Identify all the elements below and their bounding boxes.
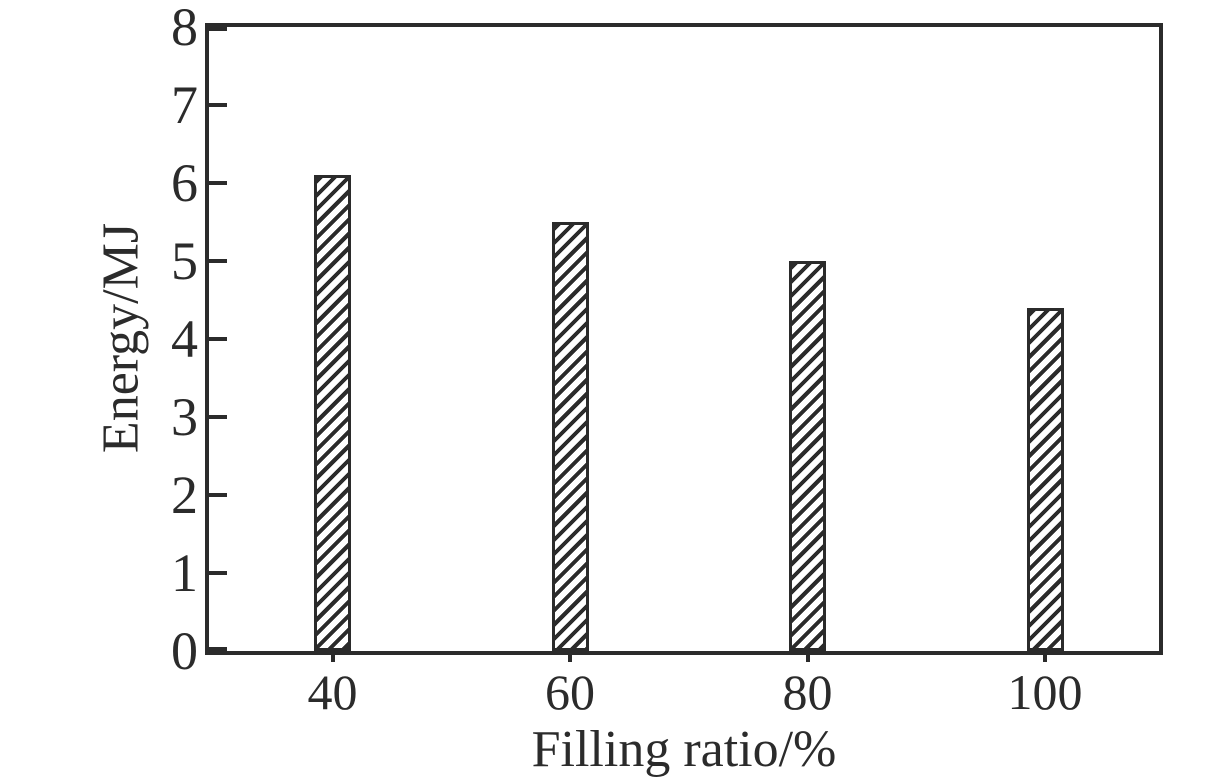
y-tick-label: 7 bbox=[171, 75, 198, 135]
y-tick bbox=[209, 27, 227, 31]
y-tick bbox=[209, 337, 227, 341]
bar bbox=[551, 222, 589, 651]
bar bbox=[789, 261, 826, 651]
y-tick bbox=[209, 259, 227, 263]
x-tick bbox=[1043, 655, 1047, 662]
x-tick-label: 80 bbox=[782, 664, 833, 720]
y-tick-label: 0 bbox=[171, 621, 198, 681]
y-tick bbox=[209, 415, 227, 419]
y-tick bbox=[209, 103, 227, 107]
y-tick-label: 1 bbox=[171, 543, 198, 603]
x-tick-label: 100 bbox=[1007, 664, 1083, 720]
y-tick-label: 4 bbox=[171, 309, 198, 369]
y-tick-label: 6 bbox=[171, 153, 198, 213]
y-tick bbox=[209, 571, 227, 575]
bar bbox=[1026, 307, 1064, 651]
y-tick bbox=[209, 647, 227, 651]
bar bbox=[314, 175, 351, 651]
x-axis-title: Filling ratio/% bbox=[531, 721, 837, 778]
x-tick bbox=[330, 655, 335, 662]
y-tick-label: 5 bbox=[171, 231, 198, 291]
y-tick bbox=[209, 181, 227, 185]
x-tick bbox=[568, 655, 572, 662]
y-tick-label: 8 bbox=[171, 0, 198, 57]
x-tick bbox=[805, 655, 810, 662]
x-tick-label: 60 bbox=[545, 664, 595, 720]
plot-area bbox=[205, 23, 1163, 655]
y-tick bbox=[209, 493, 227, 497]
y-tick-label: 3 bbox=[171, 387, 198, 447]
x-tick-label: 40 bbox=[307, 664, 358, 720]
y-tick-label: 2 bbox=[171, 465, 198, 525]
